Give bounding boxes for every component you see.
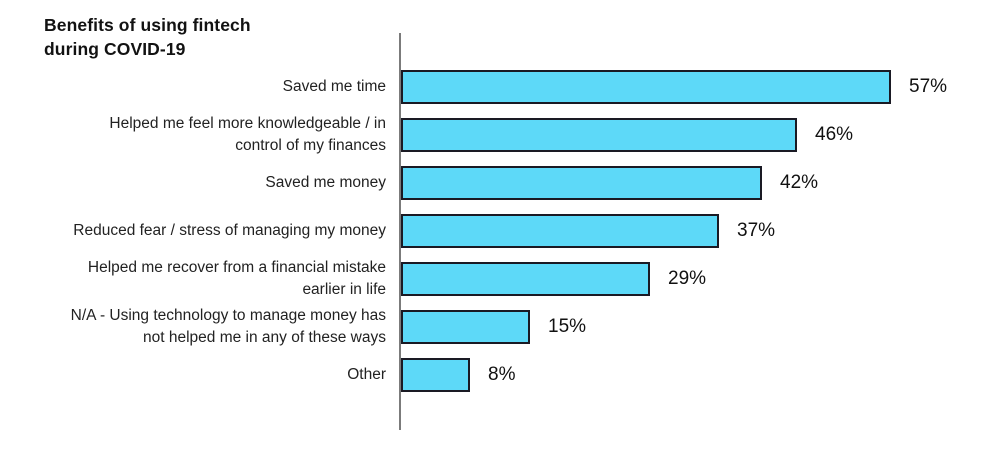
bar: [401, 358, 470, 392]
value-label: 42%: [780, 172, 819, 193]
value-label: 15%: [548, 316, 587, 337]
bar: [401, 70, 891, 104]
value-label: 46%: [815, 124, 854, 145]
category-label: Helped me feel more knowledgeable / in c…: [109, 114, 386, 154]
bar-row: N/A - Using technology to manage money h…: [0, 307, 1003, 346]
category-label: Saved me time: [282, 77, 386, 95]
value-label: 8%: [488, 364, 516, 385]
category-label: Reduced fear / stress of managing my mon…: [73, 221, 386, 239]
bar-row: Saved me time 57%: [0, 70, 1003, 104]
bar-row: Helped me feel more knowledgeable / in c…: [0, 115, 1003, 154]
bar: [401, 262, 650, 296]
bar-row: Reduced fear / stress of managing my mon…: [0, 214, 1003, 248]
bar: [401, 310, 530, 344]
bar-row: Helped me recover from a financial mista…: [0, 259, 1003, 298]
category-label: Other: [347, 365, 386, 383]
category-label: Saved me money: [265, 173, 386, 191]
value-label: 29%: [668, 268, 707, 289]
y-axis-line: [399, 33, 401, 430]
bar: [401, 214, 719, 248]
category-label: N/A - Using technology to manage money h…: [70, 306, 386, 346]
category-label: Helped me recover from a financial mista…: [87, 258, 386, 298]
bar: [401, 166, 762, 200]
value-label: 37%: [737, 220, 776, 241]
value-label: 57%: [909, 76, 948, 97]
chart-title: Benefits of using fintech during COVID-1…: [44, 15, 251, 60]
bar-row: Other 8%: [0, 358, 1003, 392]
bar: [401, 118, 797, 152]
bar-row: Saved me money 42%: [0, 166, 1003, 200]
